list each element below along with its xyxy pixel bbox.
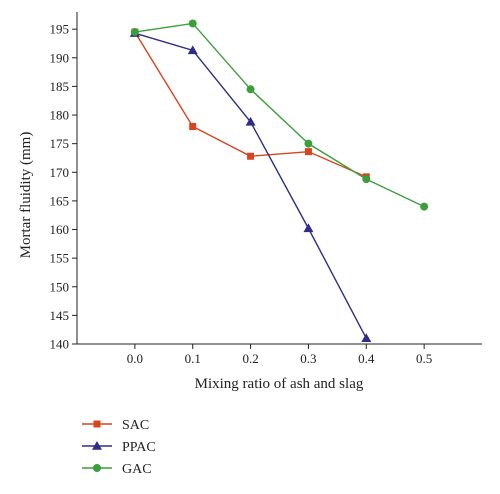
y-tick-label: 145: [50, 308, 70, 323]
legend-item-gac: GAC: [82, 462, 152, 477]
data-point-ppac: [245, 116, 256, 126]
x-tick-label: 0.4: [358, 351, 375, 366]
data-point-gac: [188, 19, 197, 28]
y-tick-label: 150: [50, 279, 70, 294]
legend-label-ppac: PPAC: [122, 440, 156, 455]
axes: 140 145 150 155 160 165 170 175 180 185 190 195 0.0 0…: [50, 12, 482, 366]
y-tick-label: 195: [50, 22, 70, 37]
data-point-gac: [130, 28, 139, 37]
data-point-ppac: [303, 223, 314, 233]
legend-marker-sac: [93, 420, 101, 428]
legend-label-sac: SAC: [122, 418, 149, 433]
y-tick-label: 155: [50, 251, 70, 266]
data-point-sac: [247, 152, 255, 160]
x-tick-label: 0.2: [242, 351, 258, 366]
legend-marker-gac: [93, 464, 101, 472]
series-layer: [129, 19, 429, 343]
y-tick-label: 180: [50, 108, 70, 123]
series-line-ppac: [134, 32, 367, 339]
data-point-gac: [420, 202, 429, 211]
legend: SAC PPAC GAC: [82, 418, 156, 477]
legend-label-gac: GAC: [122, 462, 152, 477]
x-tick-label: 0.3: [300, 351, 316, 366]
y-tick-label: 160: [50, 222, 70, 237]
legend-item-sac: SAC: [82, 418, 149, 433]
y-axis-label: Mortar fluidity (mm): [18, 132, 34, 259]
y-tick-label: 190: [50, 50, 70, 65]
y-tick-label: 165: [50, 193, 70, 208]
x-tick-label: 0.5: [416, 351, 432, 366]
y-tick-label: 140: [50, 337, 70, 352]
legend-marker-ppac: [92, 441, 102, 450]
series-gac: [130, 19, 429, 211]
data-point-gac: [304, 139, 313, 148]
legend-item-ppac: PPAC: [82, 440, 156, 455]
data-point-ppac: [361, 333, 372, 343]
data-point-gac: [362, 175, 371, 184]
data-point-sac: [189, 122, 197, 130]
x-axis-label: Mixing ratio of ash and slag: [195, 376, 364, 392]
data-point-sac: [304, 148, 312, 156]
y-tick-label: 175: [50, 136, 70, 151]
y-tick-label: 170: [50, 165, 70, 180]
x-tick-label: 0.0: [127, 351, 143, 366]
series-line-gac: [134, 22, 425, 208]
series-ppac: [129, 28, 372, 343]
y-tick-label: 185: [50, 79, 70, 94]
data-point-ppac: [187, 45, 198, 55]
x-tick-label: 0.1: [185, 351, 201, 366]
series-sac: [131, 28, 370, 181]
data-point-gac: [246, 85, 255, 94]
